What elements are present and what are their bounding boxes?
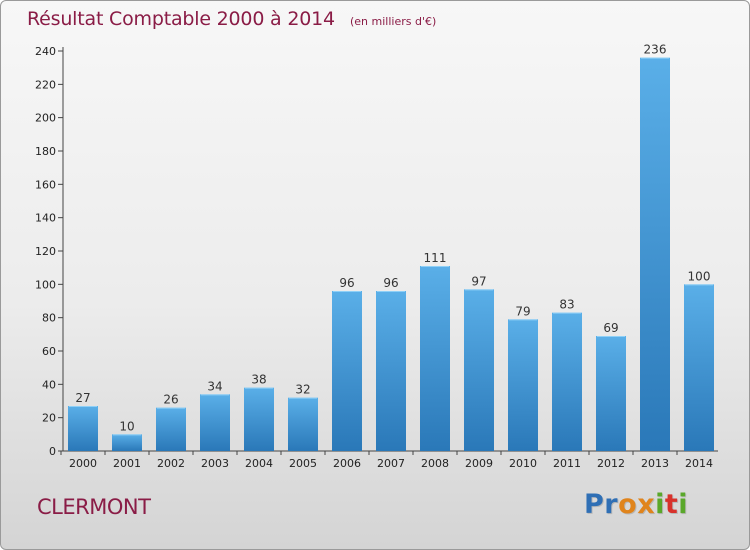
data-label-2002: 26	[163, 393, 178, 407]
bar-2013	[640, 57, 670, 452]
bar-2004	[244, 387, 274, 451]
y-tick-label: 140	[35, 212, 56, 225]
x-tick-label: 2010	[509, 457, 537, 470]
y-tick-label: 240	[35, 45, 56, 58]
x-tick-label: 2005	[289, 457, 317, 470]
bar-2012	[596, 336, 626, 451]
logo-letter: t	[664, 489, 679, 520]
data-label-2006: 96	[339, 276, 354, 290]
bar-2008	[420, 266, 450, 451]
data-label-2012: 69	[603, 321, 618, 335]
data-label-2000: 27	[75, 391, 90, 405]
proxiti-logo: Proxiti	[584, 489, 688, 520]
y-tick-label: 60	[42, 345, 56, 358]
y-tick-label: 200	[35, 112, 56, 125]
y-tick-label: 160	[35, 178, 56, 191]
data-label-2001: 10	[119, 419, 134, 433]
bar-2006	[332, 291, 362, 451]
logo-letter: i	[678, 489, 689, 520]
x-tick-label: 2009	[465, 457, 493, 470]
data-label-2013: 236	[644, 43, 667, 57]
x-tick-label: 2003	[201, 457, 229, 470]
x-tick-label: 2001	[113, 457, 141, 470]
bar-2005	[288, 397, 318, 451]
y-tick-label: 120	[35, 245, 56, 258]
data-label-2011: 83	[559, 298, 574, 312]
bar-2009	[464, 289, 494, 451]
data-label-2010: 79	[515, 304, 530, 318]
x-tick-label: 2013	[641, 457, 669, 470]
city-name: CLERMONT	[37, 495, 151, 519]
chart-data-labels: 27 10 26 34 38 32 96 96 111 97 79 83 69 236 100	[75, 43, 710, 434]
x-tick-label: 2014	[685, 457, 713, 470]
data-label-2008: 111	[424, 251, 447, 265]
chart-title: Résultat Comptable 2000 à 2014	[27, 8, 335, 30]
x-tick-label: 2004	[245, 457, 273, 470]
bar-2014	[684, 284, 714, 451]
logo-letter: i	[655, 489, 665, 520]
bar-2000	[68, 406, 98, 451]
y-tick-label: 180	[35, 145, 56, 158]
data-label-2009: 97	[471, 274, 486, 288]
logo-letter: r	[604, 489, 619, 520]
bar-2002	[156, 407, 186, 451]
title-row: Résultat Comptable 2000 à 2014 (en milli…	[27, 8, 436, 30]
y-tick-label: 100	[35, 278, 56, 291]
data-label-2004: 38	[251, 373, 266, 387]
logo-letter: o	[618, 489, 638, 520]
y-tick-label: 20	[42, 412, 56, 425]
data-label-2003: 34	[207, 379, 222, 393]
x-tick-label: 2011	[553, 457, 581, 470]
bar-2001	[112, 434, 142, 451]
x-tick-label: 2002	[157, 457, 185, 470]
data-label-2005: 32	[295, 383, 310, 397]
logo-letter: x	[637, 489, 656, 520]
x-tick-label: 2012	[597, 457, 625, 470]
logo-letter: P	[584, 489, 605, 520]
chart-unit-note: (en milliers d'€)	[349, 15, 437, 28]
x-tick-label: 2000	[69, 457, 97, 470]
bar-2003	[200, 394, 230, 451]
bar-2007	[376, 291, 406, 451]
y-tick-label: 220	[35, 78, 56, 91]
bar-2010	[508, 319, 538, 451]
data-label-2014: 100	[688, 269, 711, 283]
x-tick-label: 2008	[421, 457, 449, 470]
data-label-2007: 96	[383, 276, 398, 290]
y-tick-label: 40	[42, 378, 56, 391]
y-tick-label: 0	[49, 445, 56, 458]
x-tick-label: 2006	[333, 457, 361, 470]
y-tick-label: 80	[42, 312, 56, 325]
bar-2011	[552, 312, 582, 451]
x-tick-label: 2007	[377, 457, 405, 470]
chart-bars	[68, 57, 714, 452]
